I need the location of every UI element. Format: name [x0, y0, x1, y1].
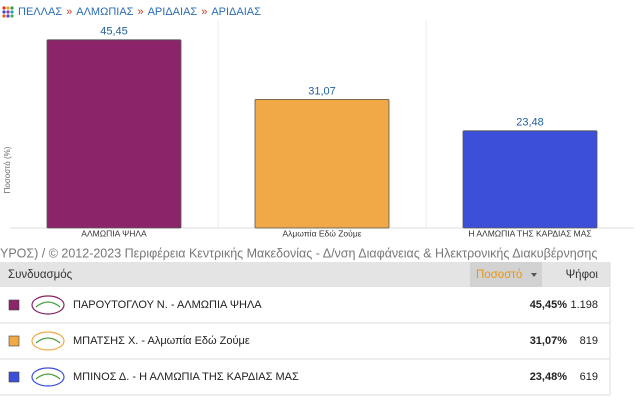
sort-arrow [531, 273, 537, 277]
breadcrumb-link[interactable]: ΑΡΙΔΑΙΑΣ [211, 6, 261, 18]
bar [254, 98, 390, 229]
y-axis-label: Ποσοστό (%) [3, 146, 12, 193]
bar [462, 130, 598, 229]
party-color-swatch [8, 335, 20, 347]
percentage: 23,48% [530, 371, 568, 383]
party-name: ΜΠΙΝΟΣ Δ. - Η ΑΛΜΩΠΙΑ ΤΗΣ ΚΑΡΔΙΑΣ ΜΑΣ [73, 371, 299, 383]
breadcrumb-separator: » [201, 6, 207, 18]
votes: 819 [580, 335, 598, 347]
party-color-swatch [8, 299, 20, 311]
party-logo-mark [35, 337, 61, 344]
footer: ΥΡΟΣ) / © 2012-2023 Περιφέρεια Κεντρικής… [0, 246, 597, 260]
breadcrumb-link[interactable]: ΠΕΛΛΑΣ [18, 6, 62, 18]
x-tick-label: Η ΑΛΜΩΠΙΑ ΤΗΣ ΚΑΡΔΙΑΣ ΜΑΣ [468, 228, 591, 238]
x-tick-label: Αλμωπία Εδώ Ζούμε [282, 228, 361, 238]
breadcrumb-separator: » [66, 6, 72, 18]
bar [46, 39, 182, 229]
breadcrumb-icon [2, 6, 14, 18]
party-logo-mark [35, 373, 61, 380]
party-logo [31, 367, 65, 387]
percentage: 45,45% [530, 299, 568, 311]
breadcrumb-link[interactable]: ΑΡΙΔΑΙΑΣ [148, 6, 198, 18]
sorted-column-header[interactable] [470, 262, 542, 287]
breadcrumb-link[interactable]: ΑΛΜΩΠΙΑΣ [76, 6, 133, 18]
column-header[interactable]: Ψήφοι [566, 269, 599, 281]
value-label: 31,07 [308, 85, 336, 97]
chart: Ποσοστό (%) ΑΛΜΩΠΙΑ ΨΗΛΑ 45,45 Αλμωπία Εδώ… [3, 21, 634, 238]
votes: 619 [580, 371, 598, 383]
percentage: 31,07% [530, 335, 568, 347]
column-header[interactable]: Ποσοστό [476, 269, 522, 281]
party-logo [31, 331, 65, 351]
value-label: 45,45 [100, 26, 128, 38]
breadcrumb: ΠΕΛΛΑΣ» ΑΛΜΩΠΙΑΣ» ΑΡΙΔΑΙΑΣ» ΑΡΙΔΑΙΑΣ [18, 6, 261, 18]
x-tick-label: ΑΛΜΩΠΙΑ ΨΗΛΑ [81, 228, 147, 238]
breadcrumb-separator: » [137, 6, 143, 18]
votes: 1.198 [570, 299, 598, 311]
column-header[interactable]: Συνδυασμός [8, 269, 73, 281]
party-name: ΠΑΡΟΥΤΟΓΛΟΥ Ν. - ΑΛΜΩΠΙΑ ΨΗΛΑ [73, 299, 262, 311]
value-label: 23,48 [516, 117, 544, 129]
party-logo [31, 295, 65, 315]
party-name: ΜΠΑΤΣΗΣ Χ. - Αλμωπία Εδώ Ζούμε [73, 335, 250, 347]
party-color-swatch [8, 371, 20, 383]
party-logo-mark [35, 301, 61, 308]
results-table: Συνδυασμός Ποσοστό Ψήφοι ΠΑΡΟΥΤΟΓΛΟΥ Ν. … [0, 262, 611, 396]
